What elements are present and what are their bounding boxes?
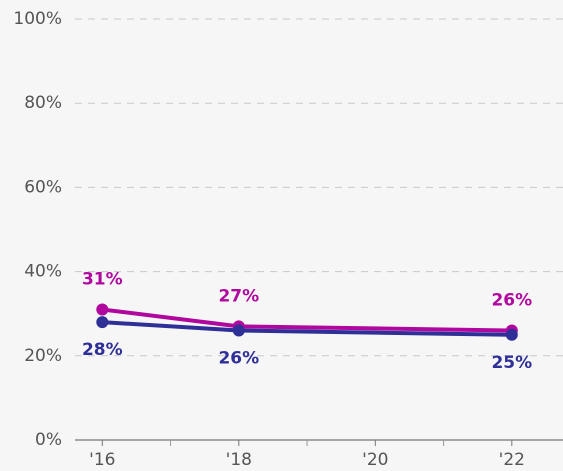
x-tick-label: '20 [362, 450, 388, 470]
point [96, 316, 109, 329]
y-tick-label: 100% [13, 9, 62, 29]
y-tick-label: 0% [35, 430, 62, 450]
value-label: 28% [82, 340, 123, 360]
x-tick-label: '18 [226, 450, 252, 470]
point [232, 324, 245, 337]
x-tick-label: '22 [499, 450, 525, 470]
y-tick-label: 20% [24, 346, 62, 366]
x-tick-label: '16 [89, 450, 115, 470]
point [505, 328, 518, 341]
value-label: 27% [218, 286, 259, 306]
value-label: 26% [218, 349, 259, 369]
y-tick-label: 60% [24, 177, 62, 197]
y-tick-label: 80% [24, 93, 62, 113]
value-label: 31% [82, 269, 123, 289]
value-label: 26% [491, 291, 532, 311]
point [96, 303, 109, 316]
value-label: 25% [491, 353, 532, 373]
y-tick-label: 40% [24, 262, 62, 282]
